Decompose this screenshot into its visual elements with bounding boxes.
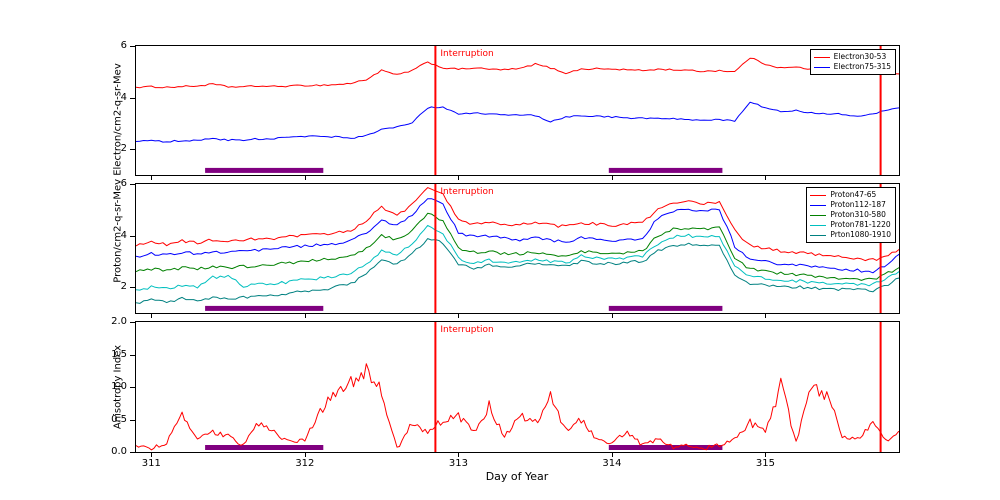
legend-electron-flux: Electron30-53 Electron75-315 (809, 49, 896, 75)
series-Electron75-315 (136, 101, 899, 143)
y-tick-label: 1.5 (111, 348, 127, 360)
y-tick-mark (130, 184, 135, 185)
series-Proton781-1220 (136, 224, 899, 291)
event-band (205, 167, 324, 173)
legend-entry: Electron75-315 (813, 62, 891, 72)
y-tick-mark (130, 354, 135, 356)
legend-label: Proton112-187 (830, 200, 886, 209)
series-Proton112-187 (136, 198, 899, 274)
panel-proton-flux: Interruption Proton47-65 Proton112-187 Prot… (135, 183, 900, 314)
x-tick-mark (151, 453, 153, 457)
legend-entry: Proton112-187 (810, 200, 891, 210)
x-tick-mark (458, 314, 460, 318)
legend-entry: Prton1080-1910 (810, 230, 891, 240)
legend-line-sample (813, 66, 830, 68)
y-tick-mark (130, 287, 135, 289)
x-tick-mark (151, 176, 153, 180)
event-band (608, 167, 723, 173)
legend-label: Electron30-53 (833, 52, 887, 61)
x-tick-mark (151, 314, 153, 318)
x-axis-label: Day of Year (485, 470, 549, 483)
plot-area-proton-flux (136, 184, 899, 313)
y-tick-mark (130, 452, 135, 453)
x-tick-label: 314 (602, 458, 622, 469)
legend-line-sample (810, 204, 827, 206)
event-band (205, 305, 324, 311)
x-tick-label: 311 (141, 458, 161, 469)
legend-label: Proton310-580 (830, 210, 886, 219)
legend-entry: Proton781-1220 (810, 220, 891, 230)
x-tick-mark (611, 453, 613, 457)
x-tick-label: 312 (295, 458, 315, 469)
y-tick-mark (130, 97, 135, 99)
y-tick-mark (130, 322, 135, 323)
interruption-label: Interruption (440, 325, 494, 335)
y-tick-mark (130, 149, 135, 151)
y-tick-label: 0.0 (111, 446, 127, 457)
y-tick-mark (130, 387, 135, 388)
x-tick-mark (611, 176, 613, 180)
event-band (608, 445, 723, 450)
y-tick-mark (130, 235, 135, 237)
interruption-label: Interruption (440, 49, 494, 59)
x-tick-mark (458, 453, 460, 457)
y-tick-label: 2 (120, 143, 127, 155)
panel-anisotropy: Interruption (135, 321, 900, 453)
x-tick-mark (304, 176, 306, 180)
series-Proton47-65 (136, 187, 899, 262)
legend-line-sample (813, 56, 830, 58)
y-tick-mark (130, 46, 135, 47)
panel-electron-flux: Interruption Electron30-53 Electron75-315 (135, 45, 900, 176)
legend-line-sample (810, 234, 827, 236)
plot-area-electron-flux (136, 46, 899, 175)
plot-area-anisotropy (136, 322, 899, 452)
legend-label: Electron75-315 (833, 62, 891, 71)
x-tick-mark (765, 176, 767, 180)
legend-label: Proton781-1220 (830, 220, 891, 229)
y-tick-label: 4 (120, 91, 127, 103)
x-tick-label: 315 (755, 458, 775, 469)
series-Proton310-580 (136, 212, 899, 281)
series-Electron30-53 (136, 57, 899, 89)
event-band (608, 305, 723, 311)
x-tick-mark (611, 314, 613, 318)
series-AnisotropyIndex (136, 363, 899, 451)
legend-entry: Proton310-580 (810, 210, 891, 220)
event-band (205, 445, 324, 450)
y-tick-label: 0.5 (111, 413, 127, 425)
y-tick-label: 6 (120, 40, 127, 51)
x-tick-mark (304, 453, 306, 457)
legend-entry: Proton47-65 (810, 190, 891, 200)
x-tick-mark (458, 176, 460, 180)
x-tick-label: 313 (448, 458, 468, 469)
legend-line-sample (810, 224, 827, 226)
y-tick-label: 2 (120, 281, 127, 293)
legend-entry: Electron30-53 (813, 52, 891, 62)
y-tick-label: 4 (120, 229, 127, 241)
x-tick-mark (765, 314, 767, 318)
x-tick-mark (304, 314, 306, 318)
y-tick-label: 2.0 (111, 316, 127, 327)
legend-label: Prton1080-1910 (830, 230, 891, 239)
y-tick-label: 1.0 (111, 381, 127, 392)
x-tick-mark (765, 453, 767, 457)
y-tick-mark (130, 419, 135, 421)
interruption-label: Interruption (440, 187, 494, 197)
legend-label: Proton47-65 (830, 190, 877, 199)
y-tick-label: 6 (120, 178, 127, 189)
series-Prton1080-1910 (136, 238, 899, 304)
legend-proton-flux: Proton47-65 Proton112-187 Proton310-580 Pro… (806, 187, 896, 243)
legend-line-sample (810, 194, 827, 196)
legend-line-sample (810, 214, 827, 216)
